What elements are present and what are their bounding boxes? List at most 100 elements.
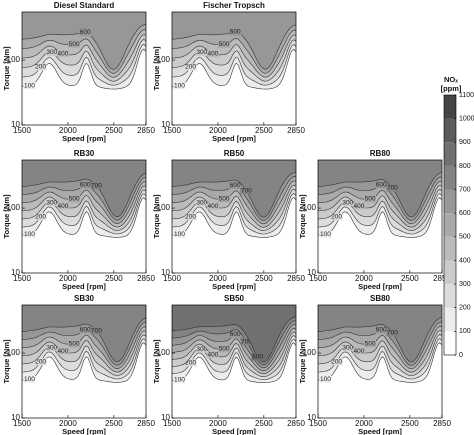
contour-line — [172, 184, 296, 228]
contour-label: 600 — [80, 29, 91, 36]
contour-label: 700 — [91, 182, 102, 189]
contour-label-bg — [218, 195, 231, 203]
contour-line — [22, 181, 146, 225]
colorbar-swatch — [444, 142, 456, 166]
colorbar-swatch — [444, 284, 456, 308]
contour-line — [172, 48, 296, 90]
contour-label-bg — [68, 195, 81, 203]
contour-label-bg — [184, 63, 197, 71]
panel-title: RB80 — [370, 149, 391, 158]
contour-label: 400 — [57, 348, 68, 355]
contour-label: 500 — [365, 196, 376, 203]
contour-label: 600 — [80, 181, 91, 188]
contour-line — [318, 334, 442, 376]
y-axis-label: Torque [Nm] — [298, 194, 307, 239]
contour-label-bg — [23, 230, 36, 238]
contour-label: 200 — [35, 64, 46, 71]
contour-label: 100 — [174, 377, 185, 384]
contour-label-bg — [218, 345, 231, 353]
x-axis-label: Speed [rpm] — [212, 427, 256, 435]
contour-band — [172, 160, 296, 218]
colorbar-tick-label: 100 — [459, 328, 471, 335]
contour-line — [22, 48, 146, 90]
contour-label-bg — [45, 199, 58, 207]
contour-line — [318, 329, 442, 373]
contour-label: 100 — [320, 376, 331, 383]
contour-label-bg — [330, 213, 343, 221]
y-tick-label: 100 — [7, 203, 21, 212]
y-tick-label: 10 — [307, 268, 316, 277]
contour-label-bg — [184, 213, 197, 221]
colorbar-swatch — [444, 165, 456, 190]
contour-label: 400 — [207, 50, 218, 57]
contour-line — [172, 29, 296, 74]
contour-label-bg — [352, 347, 365, 355]
x-tick-label: 1500 — [309, 274, 327, 283]
contour-line — [172, 34, 296, 78]
panel-title: Diesel Standard — [54, 1, 115, 10]
x-tick-label: 2850 — [287, 419, 305, 428]
colorbar-swatch — [444, 236, 456, 261]
x-tick-label: 2500 — [255, 126, 273, 135]
colorbar-swatch — [444, 307, 456, 332]
colorbar-tick-label: 1000 — [459, 115, 474, 122]
contour-label-bg — [218, 40, 231, 48]
contour-label-bg — [195, 199, 208, 207]
colorbar-tick-label: 300 — [459, 281, 471, 288]
contour-label: 300 — [46, 344, 57, 351]
contour-label-bg — [34, 213, 47, 221]
contour-line — [318, 189, 442, 231]
colorbar-tick-label: 600 — [459, 210, 471, 217]
contour-label: 400 — [57, 203, 68, 210]
contour-line — [22, 185, 146, 228]
contour-label: 300 — [342, 344, 353, 351]
contour-line — [172, 180, 296, 225]
contour-label-bg — [34, 358, 47, 366]
contour-label-bg — [229, 28, 242, 36]
contour-label: 300 — [342, 199, 353, 206]
contour-label: 300 — [196, 199, 207, 206]
contour-label: 200 — [35, 358, 46, 365]
colorbar-tick-label: 900 — [459, 139, 471, 146]
contour-line — [172, 320, 296, 366]
contour-band — [172, 305, 296, 362]
contour-label: 400 — [353, 203, 364, 210]
contour-label-bg — [79, 326, 92, 334]
colorbar-label: NOₓ — [444, 75, 458, 84]
y-axis-label: Torque [Nm] — [2, 194, 11, 239]
contour-label-bg — [341, 344, 354, 352]
x-tick-label: 2500 — [105, 419, 123, 428]
y-tick-label: 10 — [307, 413, 316, 422]
colorbar-swatch — [444, 189, 456, 214]
contour-label: 600 — [376, 182, 387, 189]
contour-line — [318, 184, 442, 228]
plot-frame — [21, 159, 147, 274]
y-tick-label: 100 — [303, 348, 317, 357]
contour-label: 400 — [207, 352, 218, 359]
contour-label-bg — [90, 327, 103, 335]
contour-label: 300 — [196, 346, 207, 353]
panel-title: SB80 — [370, 294, 391, 303]
y-tick-label: 100 — [7, 55, 21, 64]
contour-band — [318, 305, 442, 362]
y-tick-label: 100 — [157, 55, 171, 64]
x-tick-label: 2000 — [355, 274, 373, 283]
contour-label: 100 — [174, 231, 185, 238]
colorbar-swatch — [444, 118, 456, 143]
contour-label: 200 — [185, 360, 196, 367]
plot-frame — [317, 304, 443, 419]
colorbar-tick-label: 200 — [459, 305, 471, 312]
contour-label: 300 — [46, 199, 57, 206]
x-axis-label: Speed [rpm] — [62, 427, 106, 435]
contour-label: 800 — [252, 354, 263, 361]
y-axis-label: Torque [Nm] — [298, 339, 307, 384]
y-tick-label: 100 — [303, 203, 317, 212]
contour-label-bg — [184, 359, 197, 367]
contour-label-bg — [319, 375, 332, 383]
contour-label-bg — [56, 347, 69, 355]
contour-label-bg — [319, 230, 332, 238]
